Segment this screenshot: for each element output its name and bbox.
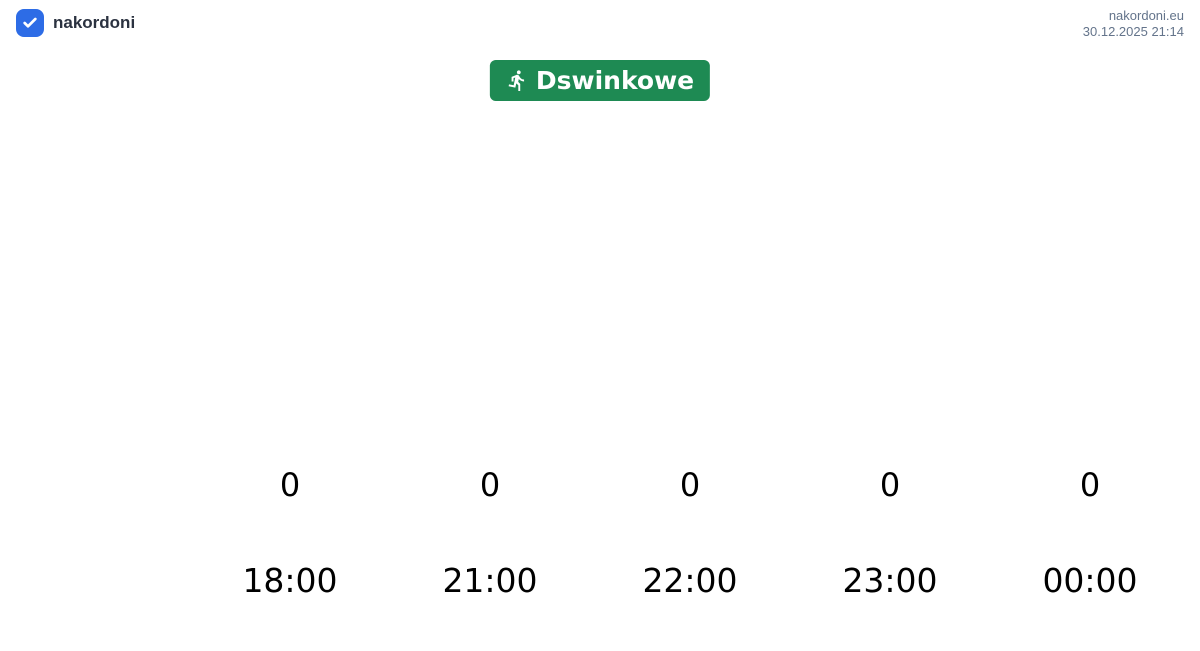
bar-value-label: 0 bbox=[679, 466, 701, 504]
dswinkowe-button[interactable]: Dswinkowe bbox=[489, 60, 711, 101]
bar-value-label: 0 bbox=[1079, 466, 1101, 504]
bar-value-label: 0 bbox=[479, 466, 501, 504]
bar-value-label: 0 bbox=[879, 466, 901, 504]
x-axis-tick-label: 22:00 bbox=[642, 561, 738, 600]
x-axis-tick-label: 21:00 bbox=[442, 561, 538, 600]
brand-label: nakordoni bbox=[53, 13, 136, 32]
x-axis-tick-label: 18:00 bbox=[242, 561, 338, 600]
bar-value-labels: 0 0 0 0 0 bbox=[190, 469, 1190, 501]
site-meta: nakordoni.eu 30.12.2025 21:14 bbox=[1083, 8, 1184, 40]
check-icon bbox=[23, 17, 37, 28]
hourly-bar-chart: 0 0 0 0 0 18:00 21:00 22:00 23:00 00:00 bbox=[190, 130, 1190, 610]
brand-checkbox[interactable] bbox=[16, 9, 44, 37]
x-axis-tick-labels: 18:00 21:00 22:00 23:00 00:00 bbox=[190, 564, 1190, 597]
x-axis-tick-label: 00:00 bbox=[1042, 561, 1138, 600]
x-axis-tick-label: 23:00 bbox=[842, 561, 938, 600]
bar-value-label: 0 bbox=[279, 466, 301, 504]
person-walking-icon bbox=[508, 70, 525, 92]
dswinkowe-button-label: Dswinkowe bbox=[535, 66, 695, 95]
brand: nakordoni bbox=[16, 9, 135, 37]
site-datetime: 30.12.2025 21:14 bbox=[1082, 24, 1184, 39]
site-domain: nakordoni.eu bbox=[1108, 8, 1184, 23]
